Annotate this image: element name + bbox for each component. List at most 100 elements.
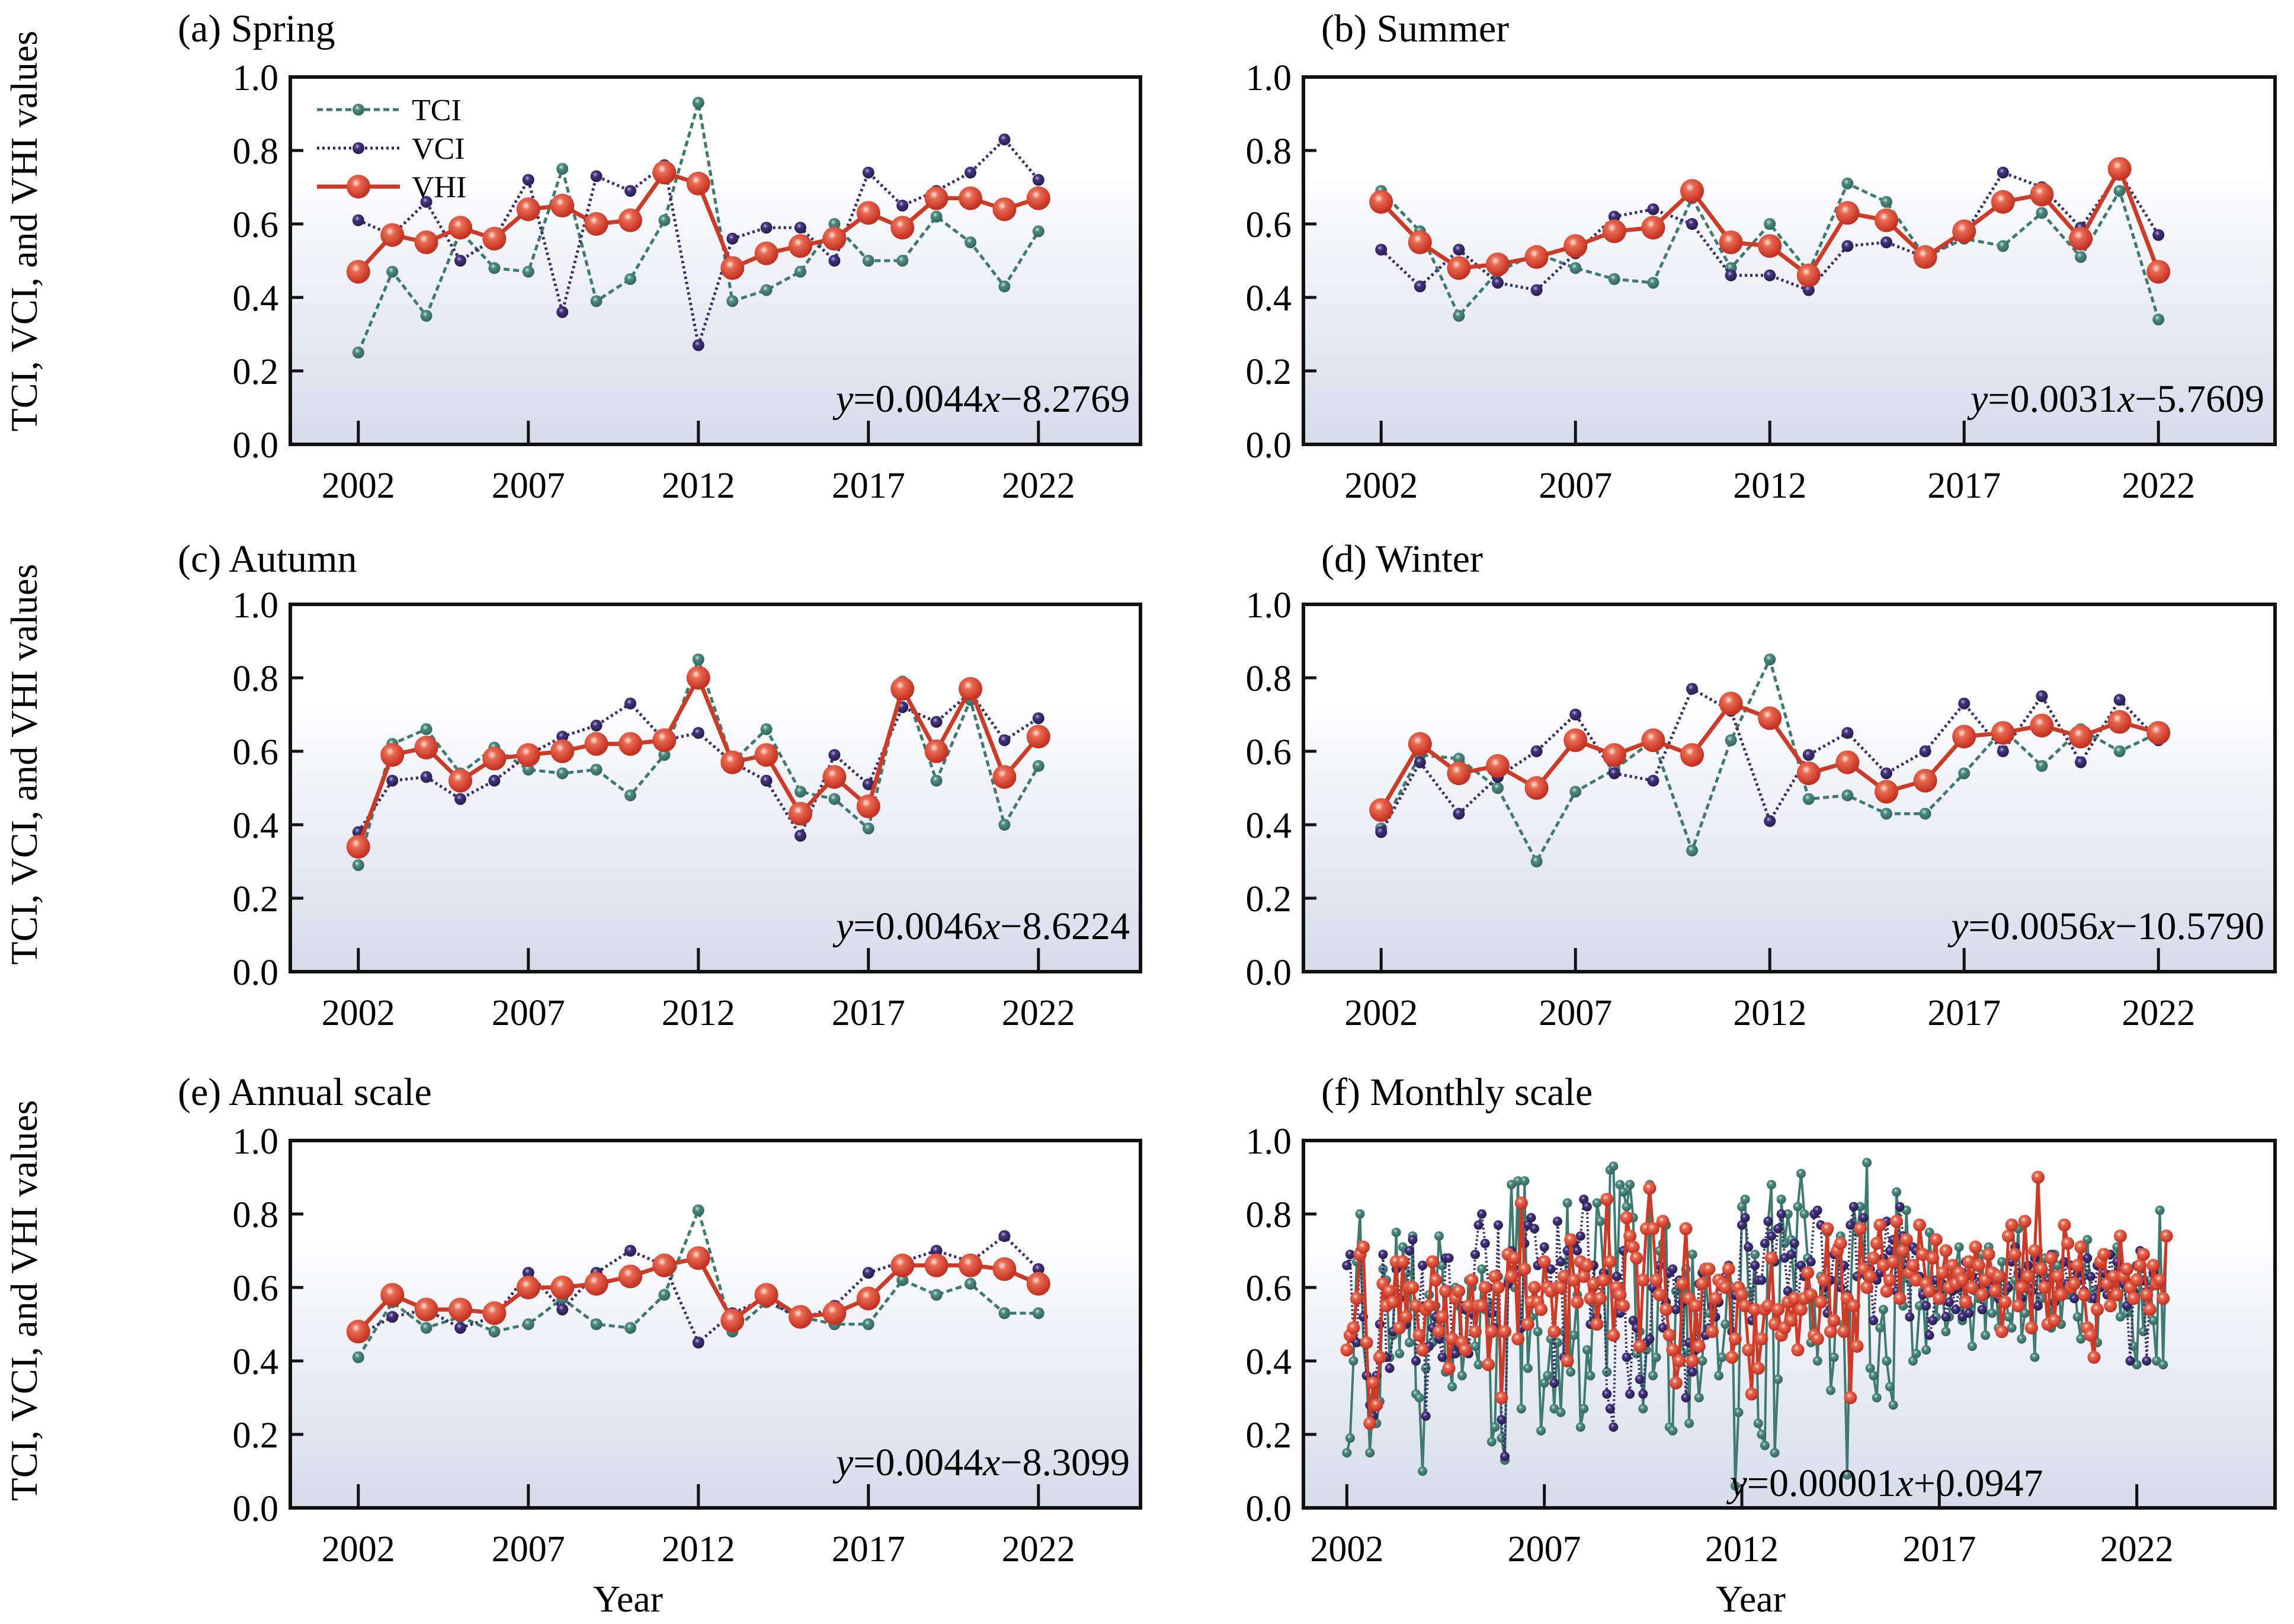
data-point-vci: [692, 1337, 704, 1348]
data-point-vhi: [1850, 1340, 1864, 1353]
data-point-vci: [1880, 767, 1892, 780]
eq-coef: =0.00001: [1747, 1462, 1896, 1505]
data-point-tci: [1414, 1393, 1424, 1402]
data-point-vhi: [1725, 1350, 1739, 1364]
x-tick-label: 2007: [1539, 993, 1612, 1033]
data-point-tci: [1543, 1370, 1553, 1380]
panel-3: (d) Winter 0.0 0.2 0.4 0.6 0.8 1.0 2002 2007 2012…: [1246, 537, 2277, 1033]
data-point-vci: [1602, 1389, 1612, 1399]
data-point-vci: [624, 697, 636, 710]
data-point-tci: [658, 1289, 671, 1301]
data-point-vhi: [1689, 1299, 1703, 1312]
data-point-vci: [1345, 1250, 1355, 1260]
data-point-vhi: [1817, 1273, 1831, 1287]
data-point-vhi: [1880, 1285, 1893, 1298]
data-point-tci: [1569, 262, 1582, 274]
data-point-vhi: [1913, 245, 1937, 269]
data-point-tci: [1618, 1187, 1628, 1197]
data-point-vci: [1526, 1213, 1536, 1223]
data-point-vhi: [1742, 1343, 1755, 1357]
data-point-vci: [1786, 1250, 1796, 1260]
data-point-vci: [1529, 1223, 1539, 1234]
data-point-tci: [1776, 1194, 1786, 1205]
data-point-vhi: [1837, 1325, 1851, 1338]
data-point-vhi: [1469, 1325, 1482, 1338]
data-point-tci: [1878, 1305, 1888, 1315]
data-point-vhi: [1735, 1288, 1748, 1302]
data-point-vci: [1647, 203, 1659, 216]
data-point-vhi: [2120, 1263, 2133, 1276]
data-point-tci: [522, 1318, 534, 1330]
data-point-vhi: [1680, 743, 1704, 767]
data-point-vhi: [380, 223, 405, 247]
data-point-vhi: [959, 186, 982, 210]
data-point-vci: [1848, 1202, 1859, 1212]
y-tick-label: 1.0: [233, 58, 279, 98]
data-point-tci: [2072, 1312, 2082, 1322]
data-point-vci: [692, 339, 704, 351]
data-point-tci: [556, 163, 569, 175]
data-point-vci: [998, 734, 1011, 747]
data-point-vci: [1895, 1202, 1905, 1212]
data-point-vhi: [1835, 750, 1860, 774]
data-point-tci: [2030, 1352, 2040, 1362]
data-point-tci: [590, 764, 603, 776]
data-point-tci: [692, 1204, 704, 1216]
data-point-vci: [1450, 1348, 1460, 1359]
data-point-vhi: [2157, 1292, 2170, 1305]
data-point-vhi: [1557, 1270, 1571, 1283]
data-point-vhi: [1873, 1218, 1887, 1232]
data-point-vhi: [1446, 1332, 1459, 1346]
data-point-vhi: [1636, 1273, 1650, 1287]
data-point-vhi: [1554, 1281, 1568, 1294]
data-point-vhi: [1409, 1299, 1422, 1312]
data-point-vhi: [1537, 1255, 1551, 1269]
data-point-vhi: [2071, 1258, 2084, 1272]
data-point-tci: [1579, 1404, 1589, 1414]
data-point-vci: [1869, 1315, 1879, 1325]
panel-title: (c) Autumn: [178, 537, 357, 581]
data-point-vhi: [1442, 1362, 1456, 1375]
data-point-vhi: [1956, 1273, 1969, 1287]
data-point-vci: [1638, 1389, 1648, 1399]
legend: TCI VCI VHI: [317, 94, 466, 204]
data-point-tci: [658, 749, 671, 761]
y-tick-label: 0.8: [233, 659, 279, 699]
data-point-vhi: [2021, 1270, 2035, 1283]
data-point-vci: [1473, 1220, 1484, 1230]
data-point-vhi: [1923, 1285, 1936, 1298]
data-point-vhi: [1026, 186, 1050, 210]
data-point-vhi: [1686, 1354, 1699, 1367]
data-point-tci: [998, 280, 1011, 293]
data-point-vci: [1572, 1246, 1582, 1255]
data-point-vhi: [1505, 1270, 1518, 1283]
data-point-vhi: [1794, 1303, 1808, 1317]
data-point-vci: [420, 771, 432, 783]
x-tick-label: 2012: [662, 993, 735, 1033]
data-point-tci: [1720, 1319, 1731, 1329]
data-point-tci: [1355, 1209, 1365, 1219]
data-point-vci: [1977, 1305, 1987, 1315]
data-point-tci: [1770, 1448, 1780, 1458]
data-point-vhi: [1412, 1328, 1426, 1342]
x-tick-label: 2012: [1705, 1529, 1779, 1569]
data-point-vhi: [1641, 216, 1665, 240]
data-point-vci: [828, 255, 841, 267]
y-tick-label: 1.0: [233, 585, 279, 626]
data-point-vci: [1414, 280, 1426, 293]
data-point-vci: [1492, 277, 1504, 289]
x-tick-label: 2022: [2122, 466, 2195, 506]
data-point-vhi: [2160, 1229, 2173, 1243]
data-point-vci: [522, 174, 534, 186]
panel-4: (e) Annual scale 0.0 0.2 0.4 0.6 0.8 1.0 2002 20…: [178, 1071, 1142, 1569]
data-point-vhi: [2077, 1288, 2091, 1302]
data-point-vhi: [1692, 1340, 1706, 1353]
data-point-vhi: [720, 750, 745, 774]
data-point-tci: [1595, 1216, 1606, 1226]
plot-frame: [1302, 603, 2277, 973]
data-point-vhi: [2061, 1237, 2074, 1250]
data-point-tci: [1651, 1352, 1661, 1362]
y-tick-label: 0.6: [233, 205, 279, 245]
data-point-vhi: [1886, 1255, 1900, 1269]
data-point-vci: [454, 1322, 466, 1334]
